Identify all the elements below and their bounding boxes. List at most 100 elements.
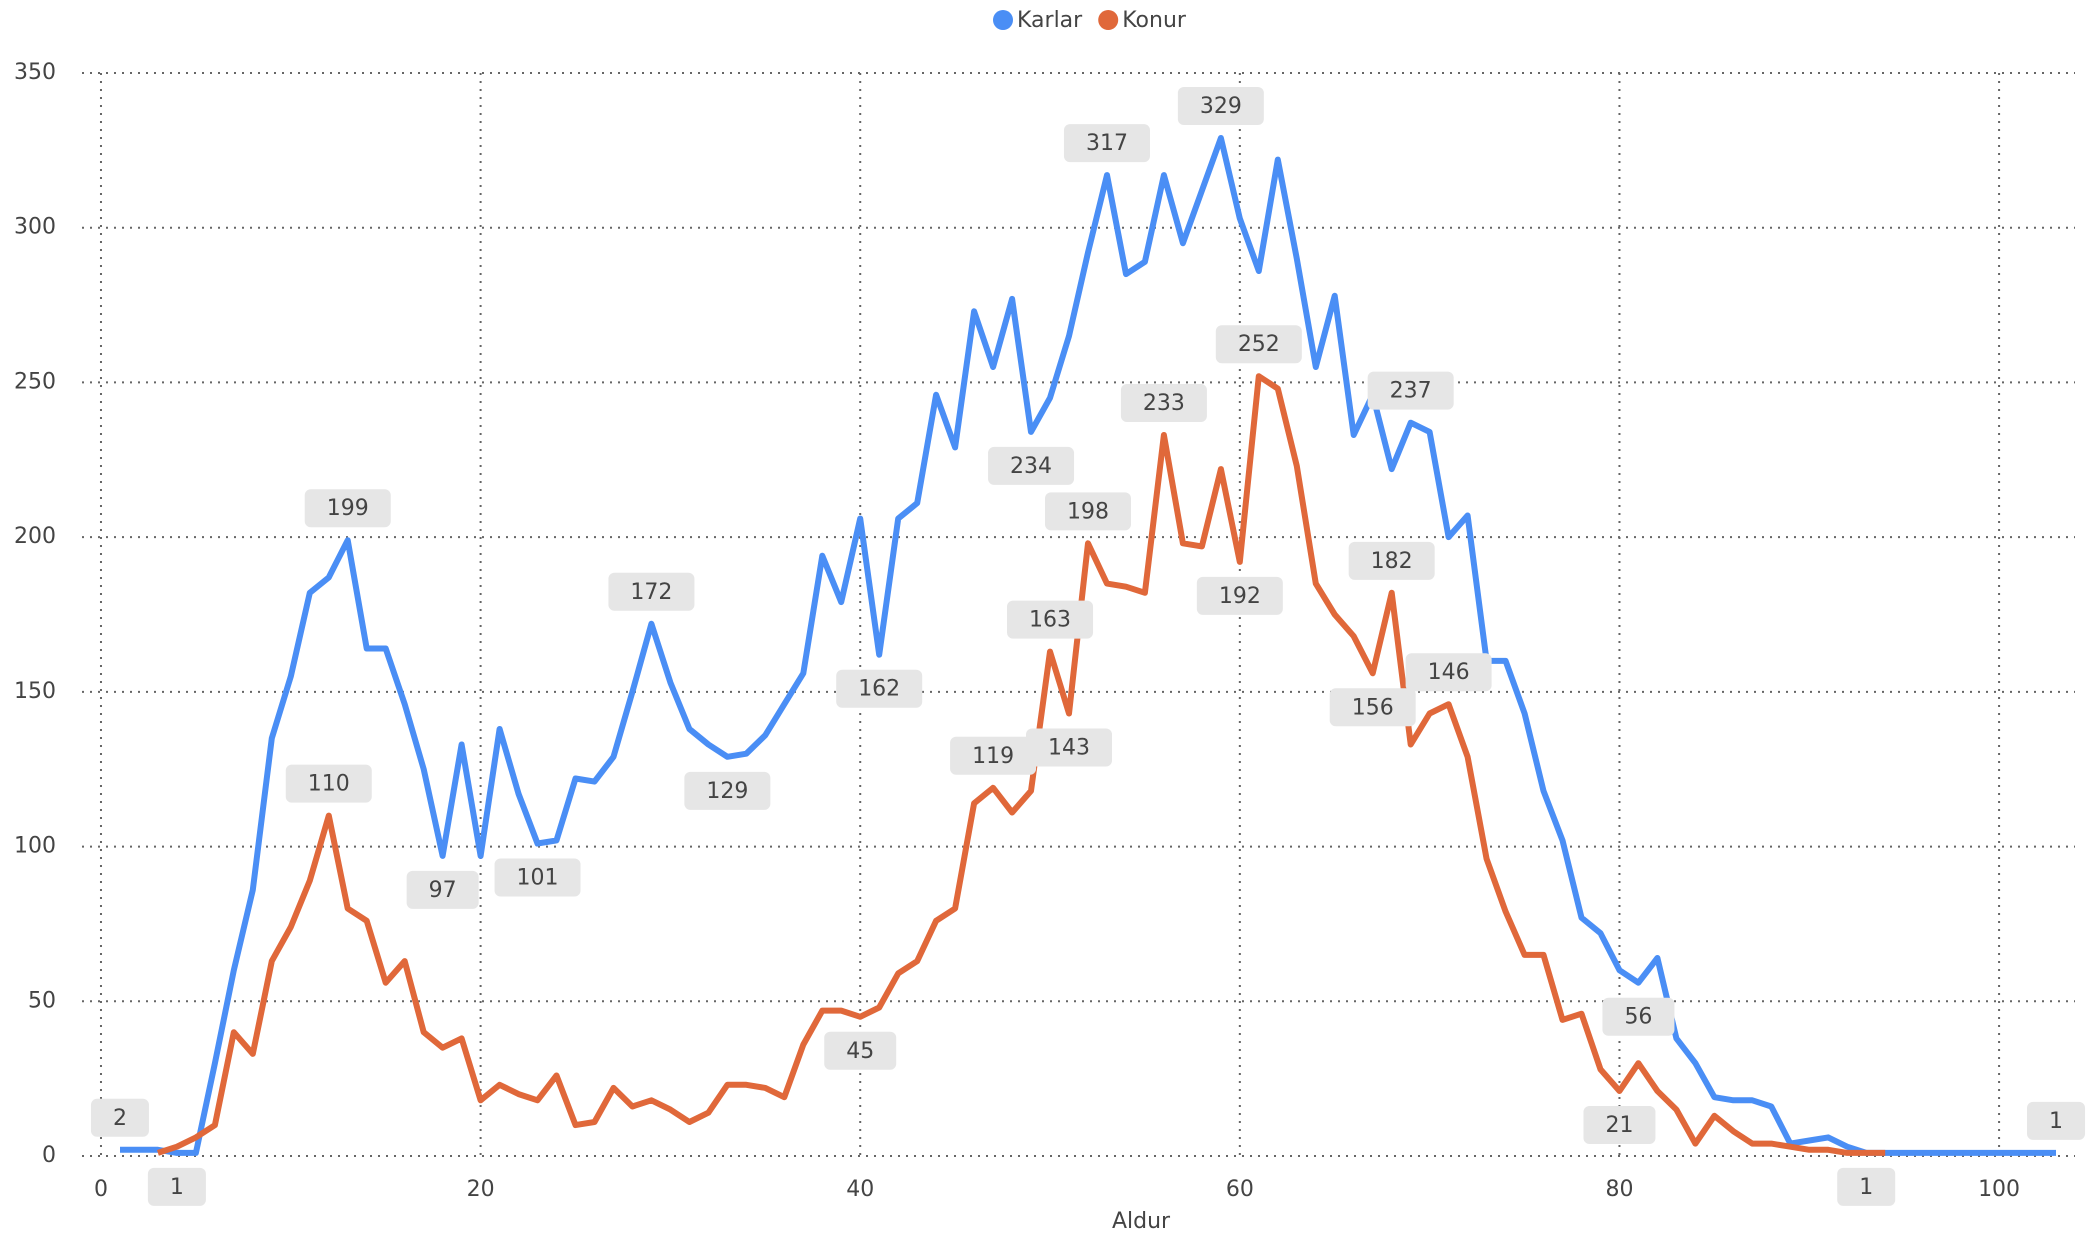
data-label-text: 199: [327, 496, 369, 521]
data-label-box: [1044, 492, 1131, 531]
data-label: 1: [1837, 1167, 1896, 1206]
data-label-box: [1007, 600, 1094, 639]
x-tick-label: 80: [1605, 1177, 1633, 1202]
data-label-text: 110: [308, 772, 350, 797]
y-tick-label: 300: [14, 215, 56, 240]
data-label: 21: [1583, 1106, 1656, 1145]
data-label-text: 45: [846, 1039, 874, 1064]
data-label-box: [494, 858, 581, 897]
data-label-box: [1602, 997, 1675, 1036]
data-label: 129: [684, 771, 771, 810]
data-label-box: [1837, 1167, 1896, 1206]
data-label: 156: [1329, 688, 1416, 727]
data-label-text: 97: [429, 878, 457, 903]
data-label: 233: [1120, 384, 1207, 423]
x-tick-label: 100: [1978, 1177, 2020, 1202]
data-label-box: [824, 1031, 897, 1070]
data-label: 163: [1007, 600, 1094, 639]
data-label: 199: [304, 489, 391, 528]
data-label-text: 234: [1010, 454, 1052, 479]
data-label: 1: [147, 1167, 206, 1206]
y-tick-label: 350: [14, 60, 56, 85]
data-label-box: [285, 764, 372, 803]
data-label: 1: [2027, 1101, 2086, 1140]
data-label-text: 192: [1219, 584, 1261, 609]
data-label: 110: [285, 764, 372, 803]
x-tick-label: 0: [94, 1177, 108, 1202]
data-label: 56: [1602, 997, 1675, 1036]
data-label: 172: [608, 572, 695, 611]
data-label: 237: [1367, 371, 1454, 410]
data-label-box: [1177, 86, 1264, 125]
data-label-text: 317: [1086, 131, 1128, 156]
legend-swatch: [993, 10, 1013, 30]
data-label-text: 182: [1371, 549, 1413, 574]
data-label-box: [1367, 371, 1454, 410]
y-tick-label: 100: [14, 834, 56, 859]
data-label: 182: [1348, 541, 1435, 580]
data-label: 45: [824, 1031, 897, 1070]
data-label-box: [90, 1098, 149, 1137]
data-label-box: [608, 572, 695, 611]
data-label: 192: [1196, 576, 1283, 615]
data-label-text: 146: [1428, 660, 1470, 685]
data-label-text: 172: [630, 580, 672, 605]
data-label: 101: [494, 858, 581, 897]
data-label-box: [684, 771, 771, 810]
data-label-box: [950, 736, 1037, 775]
data-label-text: 21: [1605, 1113, 1633, 1138]
data-label-box: [1196, 576, 1283, 615]
data-label-text: 162: [858, 677, 900, 702]
data-label-text: 1: [1859, 1175, 1873, 1200]
data-label-text: 163: [1029, 608, 1071, 633]
data-label-box: [1348, 541, 1435, 580]
data-label-text: 119: [972, 744, 1014, 769]
data-label-box: [1405, 653, 1492, 692]
data-label-box: [1215, 325, 1302, 364]
data-label: 234: [988, 446, 1075, 485]
data-label-text: 129: [706, 779, 748, 804]
data-label-text: 237: [1390, 379, 1432, 404]
data-label-box: [836, 669, 923, 708]
data-label-text: 56: [1624, 1005, 1652, 1030]
x-axis-label: Aldur: [1112, 1209, 1171, 1234]
data-label: 329: [1177, 86, 1264, 125]
data-label-text: 156: [1352, 695, 1394, 720]
data-label-text: 252: [1238, 332, 1280, 357]
legend-swatch: [1098, 10, 1119, 30]
data-label: 2: [90, 1098, 149, 1137]
data-label-text: 233: [1143, 391, 1185, 416]
data-label-box: [304, 489, 391, 528]
data-label-text: 1: [2049, 1109, 2063, 1134]
data-label: 252: [1215, 325, 1302, 364]
data-label: 97: [406, 870, 479, 909]
data-label-text: 329: [1200, 94, 1242, 119]
data-label-box: [147, 1167, 206, 1206]
data-label-box: [1026, 728, 1113, 767]
data-label: 317: [1063, 124, 1150, 163]
data-label-text: 101: [517, 865, 559, 890]
data-label-box: [1329, 688, 1416, 727]
data-label: 143: [1026, 728, 1113, 767]
data-label: 162: [836, 669, 923, 708]
legend-label: Konur: [1122, 8, 1187, 33]
data-label-text: 198: [1067, 499, 1109, 524]
x-tick-label: 60: [1226, 1177, 1254, 1202]
data-label-box: [1063, 124, 1150, 163]
data-label-text: 1: [170, 1175, 184, 1200]
y-tick-label: 250: [14, 369, 56, 394]
data-label: 119: [950, 736, 1037, 775]
x-tick-label: 40: [846, 1177, 874, 1202]
data-label-box: [988, 446, 1075, 485]
data-label-text: 143: [1048, 736, 1090, 761]
x-tick-label: 20: [467, 1177, 495, 1202]
legend-label: Karlar: [1017, 8, 1083, 33]
data-label-box: [406, 870, 479, 909]
data-label: 146: [1405, 653, 1492, 692]
y-tick-label: 50: [28, 988, 56, 1013]
data-label-box: [2027, 1101, 2086, 1140]
y-tick-label: 150: [14, 679, 56, 704]
series-line: [120, 135, 2056, 1156]
